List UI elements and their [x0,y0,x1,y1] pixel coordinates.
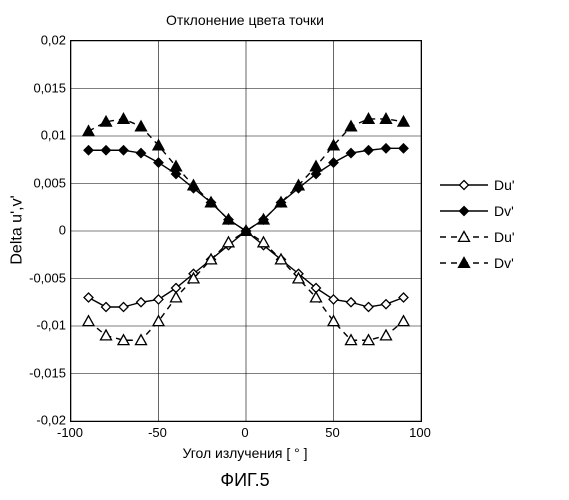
y-tick-label: 0 [6,223,66,238]
legend-item: Du' [440,175,515,195]
y-tick-label: -0,005 [6,270,66,285]
y-tick-label: 0,01 [6,128,66,143]
x-tick-label: -100 [45,425,95,440]
y-tick-label: -0,01 [6,318,66,333]
legend-swatch [440,177,488,193]
legend-item: Du' [440,227,515,247]
legend-label: Du' [494,177,515,193]
legend-item: Dv' [440,253,515,273]
chart-title: Отклонение цвета точки [70,12,420,28]
y-tick-label: -0,015 [6,365,66,380]
y-tick-label: 0,02 [6,33,66,48]
legend-label: Dv' [494,203,514,219]
legend-swatch [440,255,488,271]
legend-swatch [440,203,488,219]
legend-label: Dv' [494,255,514,271]
x-tick-label: 50 [308,425,358,440]
y-tick-label: 0,005 [6,175,66,190]
x-tick-label: 100 [395,425,445,440]
plot-area [70,40,422,422]
x-axis-label: Угол излучения [ ° ] [70,445,420,461]
legend-label: Du' [494,229,515,245]
legend-swatch [440,229,488,245]
x-tick-label: 0 [220,425,270,440]
series-svg [71,41,421,421]
figure-label: ФИГ.5 [70,470,420,491]
y-tick-label: 0,015 [6,80,66,95]
legend: Du' Dv' Du' Dv' [440,175,515,279]
legend-item: Dv' [440,201,515,221]
figure-5: Отклонение цвета точки Delta u',v' -0,02… [0,0,569,500]
x-tick-label: -50 [133,425,183,440]
